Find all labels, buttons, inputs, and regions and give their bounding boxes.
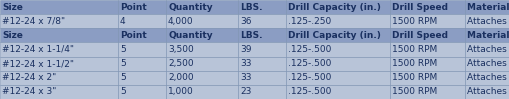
Text: Drill Capacity (in.): Drill Capacity (in.) [288,31,381,40]
Text: 33: 33 [240,59,251,68]
Bar [238,0,286,14]
Bar [166,85,238,99]
Text: 39: 39 [240,45,251,54]
Text: 4: 4 [120,17,126,26]
Text: Drill Speed: Drill Speed [392,3,448,12]
Text: #12-24 x 7/8": #12-24 x 7/8" [2,17,65,26]
Bar [465,42,509,57]
Bar [465,28,509,42]
Bar [166,14,238,28]
Text: 1500 RPM: 1500 RPM [392,59,437,68]
Text: 1500 RPM: 1500 RPM [392,87,437,96]
Text: 2,500: 2,500 [168,59,193,68]
Bar [238,57,286,71]
Bar [118,14,166,28]
Bar [465,57,509,71]
Text: 1,000: 1,000 [168,87,194,96]
Text: #12-24 x 1-1/2": #12-24 x 1-1/2" [2,59,74,68]
Bar [238,14,286,28]
Text: Attaches Metal to Metal: Attaches Metal to Metal [467,45,509,54]
Bar [286,28,390,42]
Bar [286,14,390,28]
Text: .125-.500: .125-.500 [288,87,331,96]
Bar [286,85,390,99]
Text: Attaches Metal to Metal: Attaches Metal to Metal [467,17,509,26]
Bar [118,57,166,71]
Bar [0,0,118,14]
Text: 1500 RPM: 1500 RPM [392,73,437,82]
Text: Quantity: Quantity [168,3,213,12]
Text: Attaches Metal to Metal: Attaches Metal to Metal [467,87,509,96]
Bar [390,71,465,85]
Bar [0,71,118,85]
Text: Material Application: Material Application [467,31,509,40]
Text: #12-24 x 3": #12-24 x 3" [2,87,56,96]
Text: LBS.: LBS. [240,3,263,12]
Text: Attaches Metal to Metal: Attaches Metal to Metal [467,73,509,82]
Bar [465,14,509,28]
Bar [390,57,465,71]
Bar [286,0,390,14]
Text: Quantity: Quantity [168,31,213,40]
Bar [390,0,465,14]
Text: Point: Point [120,3,147,12]
Bar [238,28,286,42]
Text: 5: 5 [120,73,126,82]
Text: Size: Size [2,3,23,12]
Text: Point: Point [120,31,147,40]
Bar [118,71,166,85]
Text: 1500 RPM: 1500 RPM [392,45,437,54]
Bar [0,42,118,57]
Bar [465,0,509,14]
Bar [390,28,465,42]
Bar [166,0,238,14]
Text: 23: 23 [240,87,251,96]
Bar [465,71,509,85]
Text: 2,000: 2,000 [168,73,193,82]
Text: .125-.500: .125-.500 [288,73,331,82]
Bar [390,85,465,99]
Bar [286,57,390,71]
Text: 33: 33 [240,73,251,82]
Bar [118,85,166,99]
Bar [118,42,166,57]
Bar [390,42,465,57]
Text: 5: 5 [120,45,126,54]
Bar [465,85,509,99]
Bar [0,57,118,71]
Text: #12-24 x 1-1/4": #12-24 x 1-1/4" [2,45,74,54]
Text: Attaches Metal to Metal: Attaches Metal to Metal [467,59,509,68]
Bar [0,28,118,42]
Text: Drill Capacity (in.): Drill Capacity (in.) [288,3,381,12]
Bar [390,14,465,28]
Text: .125-.500: .125-.500 [288,59,331,68]
Text: Size: Size [2,31,23,40]
Bar [166,42,238,57]
Bar [238,42,286,57]
Text: 4,000: 4,000 [168,17,193,26]
Text: .125-.250: .125-.250 [288,17,331,26]
Text: 5: 5 [120,59,126,68]
Text: 5: 5 [120,87,126,96]
Bar [166,71,238,85]
Text: #12-24 x 2": #12-24 x 2" [2,73,56,82]
Text: .125-.500: .125-.500 [288,45,331,54]
Text: Material Application: Material Application [467,3,509,12]
Bar [0,85,118,99]
Bar [238,85,286,99]
Text: 36: 36 [240,17,251,26]
Bar [286,42,390,57]
Bar [0,14,118,28]
Bar [166,28,238,42]
Bar [286,71,390,85]
Bar [118,0,166,14]
Text: Drill Speed: Drill Speed [392,31,448,40]
Text: 3,500: 3,500 [168,45,194,54]
Bar [166,57,238,71]
Bar [118,28,166,42]
Bar [238,71,286,85]
Text: 1500 RPM: 1500 RPM [392,17,437,26]
Text: LBS.: LBS. [240,31,263,40]
